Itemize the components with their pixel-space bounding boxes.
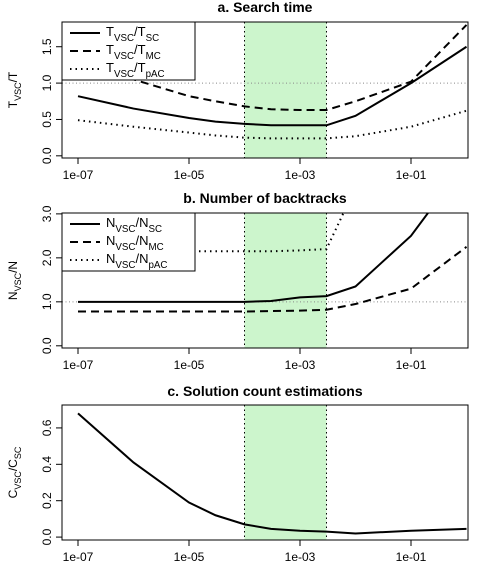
x-tick-label: 1e-07 [63,550,94,564]
plot-frame [61,212,469,349]
chart-title: c. Solution count estimations [167,383,362,399]
legend-label: NVSC/NMC [106,233,164,253]
y-tick-label: 1.0 [40,293,54,310]
x-tick-label: 1e-07 [63,358,94,372]
y-tick-label: 1.0 [40,74,54,91]
y-tick-label: 0.0 [40,337,54,354]
data-line [77,109,467,140]
y-tick-label: 0.0 [40,528,54,545]
x-tick-label: 1e-01 [396,550,427,564]
plot-frame [61,404,469,541]
data-line [78,213,430,303]
x-tick-label: 1e-07 [63,168,94,182]
x-tick-label: 1e-05 [174,550,205,564]
chart-title: a. Search time [218,0,313,15]
plot-frame [61,21,469,159]
highlight-region [244,213,327,348]
y-tick-label: 2.0 [40,249,54,266]
y-tick-label: 0.6 [40,419,54,436]
x-tick-label: 1e-03 [285,550,316,564]
x-tick-label: 1e-03 [285,168,316,182]
legend-label: TVSC/TMC [106,42,161,62]
x-tick-label: 1e-03 [285,358,316,372]
x-tick-label: 1e-01 [396,168,427,182]
highlight-region [244,22,327,158]
data-line [77,24,468,111]
x-tick-label: 1e-05 [174,168,205,182]
x-tick-label: 1e-05 [174,358,205,372]
y-tick-label: 0.5 [40,111,54,128]
y-tick-label: 3.0 [40,205,54,222]
data-line [77,412,467,535]
chart-title: b. Number of backtracks [183,190,347,206]
y-axis-label: CVSC/CSC [6,446,23,498]
highlight-region [244,405,327,540]
y-tick-label: 0.2 [40,492,54,509]
legend-label: TVSC/TSC [106,24,159,44]
legend-label: TVSC/TpAC [106,60,165,80]
y-axis-label: TVSC/T [6,71,23,108]
legend-label: NVSC/NSC [106,215,162,235]
legend-label: NVSC/NpAC [106,251,167,271]
y-tick-label: 0.0 [40,147,54,164]
y-tick-label: 1.5 [40,38,54,55]
data-line [77,213,345,253]
y-axis-label: NVSC/N [6,261,23,300]
data-line [78,246,468,313]
y-tick-label: 0.4 [40,456,54,473]
data-line [77,45,468,127]
x-tick-label: 1e-01 [396,358,427,372]
